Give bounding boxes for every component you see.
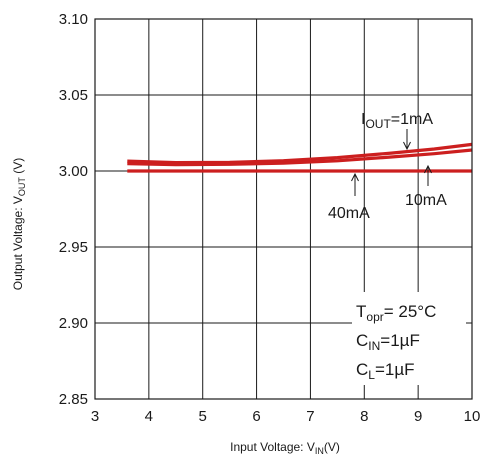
plot-frame bbox=[94, 18, 473, 400]
y-tick-label: 2.95 bbox=[59, 239, 88, 256]
conditions-backdrop bbox=[352, 292, 466, 385]
y-tick-label: 2.85 bbox=[59, 391, 88, 408]
x-tick-label: 8 bbox=[360, 408, 368, 425]
y-tick-label: 2.90 bbox=[59, 315, 88, 332]
arrow-1ma bbox=[403, 129, 411, 151]
x-tick-label: 7 bbox=[306, 408, 314, 425]
label-10ma: 10mA bbox=[405, 192, 447, 209]
y-tick-label: 3.00 bbox=[59, 163, 88, 180]
x-axis-title: Input Voltage: VIN(V) bbox=[230, 440, 340, 456]
x-tick-labels: 3 4 5 6 7 8 9 10 bbox=[91, 408, 481, 425]
x-tick-label: 3 bbox=[91, 408, 99, 425]
series-lines bbox=[127, 142, 473, 173]
y-tick-labels: 2.85 2.90 2.95 3.00 3.05 3.10 bbox=[59, 11, 88, 408]
condition-cin: CIN=1µF bbox=[356, 331, 420, 353]
x-tick-label: 10 bbox=[464, 408, 481, 425]
iout-annotation: IOUT=1mA bbox=[361, 111, 433, 131]
y-axis-title: Output Voltage: VOUT (V) bbox=[11, 158, 27, 290]
series-line-10ma bbox=[127, 148, 473, 167]
x-tick-label: 5 bbox=[199, 408, 207, 425]
x-tick-label: 4 bbox=[145, 408, 153, 425]
condition-topr: Topr= 25°C bbox=[356, 302, 436, 324]
arrow-10ma bbox=[424, 164, 432, 186]
y-tick-label: 3.05 bbox=[59, 87, 88, 104]
label-40ma: 40mA bbox=[328, 205, 370, 222]
condition-cl: CL=1µF bbox=[356, 360, 415, 382]
x-tick-label: 9 bbox=[414, 408, 422, 425]
y-tick-label: 3.10 bbox=[59, 11, 88, 28]
arrow-40ma bbox=[351, 172, 359, 196]
x-tick-label: 6 bbox=[252, 408, 260, 425]
series-line-1ma bbox=[127, 142, 473, 165]
